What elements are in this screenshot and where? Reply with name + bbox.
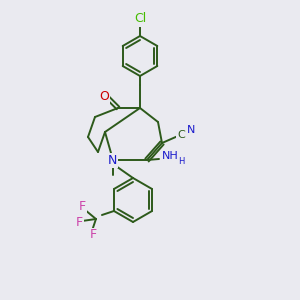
Text: F: F — [89, 229, 97, 242]
Text: NH: NH — [162, 151, 178, 161]
Text: O: O — [99, 91, 109, 103]
Text: F: F — [78, 200, 85, 212]
Text: F: F — [75, 215, 82, 229]
Text: Cl: Cl — [134, 13, 146, 26]
Text: N: N — [187, 125, 195, 135]
Text: H: H — [178, 158, 184, 166]
Text: C: C — [177, 130, 185, 140]
Text: N: N — [107, 154, 117, 166]
